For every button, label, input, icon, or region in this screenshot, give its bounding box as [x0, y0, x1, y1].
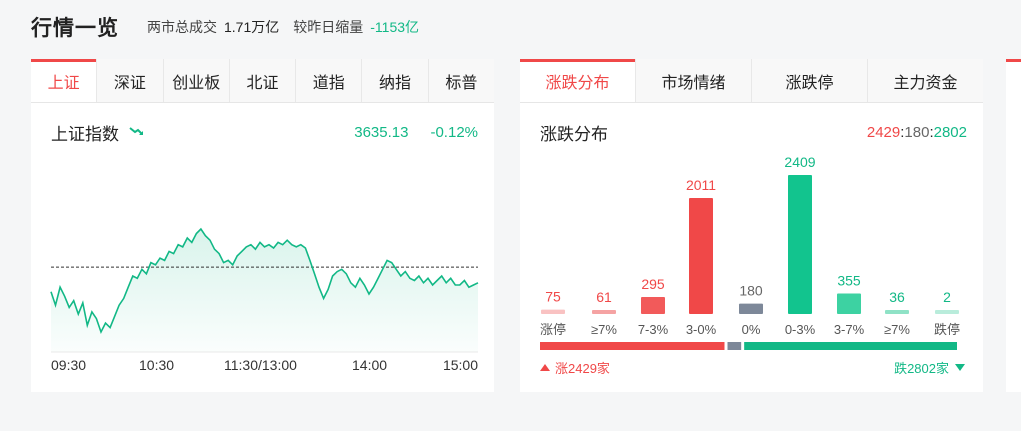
index-change-pct: -0.12%	[430, 123, 478, 141]
bar-8[interactable]	[935, 310, 959, 314]
next-panel-edge	[1006, 59, 1021, 392]
index-price: 3635.13	[354, 123, 409, 141]
price-area	[51, 229, 478, 352]
breadth-ratio: 2429:180:2802	[867, 124, 967, 141]
tab-nasdaq[interactable]: 纳指	[362, 59, 429, 102]
breadth-summary: 涨跌分布 2429:180:2802	[540, 121, 967, 144]
arrow-up-icon	[540, 363, 550, 371]
tab-sp500[interactable]: 标普	[445, 74, 478, 92]
down-count: 跌2802家	[894, 358, 965, 377]
bar-category-label: 0-3%	[785, 322, 816, 337]
bar-value-label: 355	[837, 273, 861, 289]
breadth-tabs: 涨跌分布 市场情绪 涨跌停 主力资金	[520, 59, 983, 103]
ratio-sep: :	[900, 123, 905, 141]
bar-1[interactable]	[592, 310, 616, 314]
ratio-down: 2802	[933, 123, 967, 141]
up-ratio-bar	[540, 342, 725, 350]
down-summary: 跌2802家	[894, 360, 949, 376]
up-summary: 涨2429家	[555, 360, 610, 376]
ratio-flat: 180	[904, 123, 930, 141]
turnover-value: 1.71万亿	[224, 19, 280, 35]
tab-sentiment[interactable]: 市场情绪	[636, 59, 752, 102]
bar-3[interactable]	[689, 197, 713, 314]
index-tabs: 上证 深证 创业板 北证 道指 纳指 标普	[31, 59, 494, 103]
time-axis: 09:30 10:30 11:30/13:00 14:00 15:00	[51, 357, 478, 375]
breadth-title: 涨跌分布	[540, 124, 608, 144]
ratio-sep: :	[929, 123, 934, 141]
tab-shenzhen[interactable]: 深证	[97, 59, 164, 102]
up-count: 涨2429家	[540, 358, 610, 377]
flat-ratio-bar	[727, 342, 742, 350]
bar-category-label: ≥7%	[591, 322, 617, 337]
tab-beijing[interactable]: 北证	[230, 59, 297, 102]
bar-category-label: 3-0%	[686, 322, 717, 337]
time-tick: 09:30	[51, 357, 87, 373]
bar-6[interactable]	[837, 293, 861, 314]
tab-shanghai[interactable]: 上证	[31, 59, 98, 102]
bar-category-label: 0%	[742, 322, 761, 337]
tab-limit[interactable]: 涨跌停	[752, 59, 868, 102]
bar-value-label: 2011	[686, 177, 716, 193]
time-tick: 11:30/13:00	[224, 357, 297, 373]
bar-value-label: 2	[943, 289, 951, 305]
time-tick: 10:30	[139, 357, 175, 373]
tab-dow[interactable]: 道指	[296, 59, 363, 102]
time-tick: 14:00	[352, 357, 388, 373]
breadth-bar-chart: 75 涨停 61 ≥7% 295 7-3% 2011 3-0% 180 0% 2409 0-3% 355…	[540, 154, 960, 350]
bar-value-label: 75	[545, 289, 561, 305]
bar-value-label: 295	[641, 276, 665, 292]
page-title: 行情一览	[31, 17, 119, 40]
tab-main-funds[interactable]: 主力资金	[893, 74, 958, 92]
bar-4[interactable]	[739, 303, 763, 314]
bar-category-label: 7-3%	[638, 322, 669, 337]
bar-category-label: 3-7%	[834, 322, 865, 337]
bar-value-label: 180	[739, 283, 763, 299]
bar-7[interactable]	[885, 310, 909, 314]
turnover-label: 两市总成交	[147, 19, 217, 35]
index-panel: 上证 深证 创业板 北证 道指 纳指 标普 上证指数 3635.13 -0.12…	[31, 59, 494, 392]
bar-category-label: 涨停	[540, 322, 566, 337]
bar-0[interactable]	[541, 309, 565, 314]
bar-category-label: ≥7%	[884, 322, 910, 337]
bar-value-label: 2409	[784, 154, 815, 170]
breadth-panel: 涨跌分布 市场情绪 涨跌停 主力资金 涨跌分布 2429:180:2802 75…	[520, 59, 983, 392]
price-line	[50, 227, 479, 335]
ratio-up: 2429	[866, 123, 901, 141]
time-tick: 15:00	[442, 357, 478, 373]
bar-2[interactable]	[641, 296, 665, 314]
intraday-line-chart	[50, 227, 479, 353]
bar-value-label: 36	[889, 289, 905, 305]
tab-chinext[interactable]: 创业板	[164, 59, 230, 102]
trend-down-icon	[129, 124, 145, 140]
bar-5[interactable]	[788, 175, 812, 314]
index-name: 上证指数	[51, 124, 119, 144]
tab-distribution[interactable]: 涨跌分布	[520, 59, 636, 102]
arrow-down-icon	[955, 363, 965, 371]
breadth-footer: 涨2429家 跌2802家	[540, 358, 965, 376]
volume-change-value: -1153亿	[370, 19, 420, 35]
index-summary: 上证指数 3635.13 -0.12%	[51, 121, 478, 144]
market-overview-header: 行情一览 两市总成交 1.71万亿 较昨日缩量 -1153亿	[31, 12, 433, 42]
down-ratio-bar	[744, 342, 957, 350]
bar-value-label: 61	[596, 289, 612, 305]
volume-change-label: 较昨日缩量	[293, 19, 364, 35]
bar-category-label: 跌停	[934, 322, 960, 337]
